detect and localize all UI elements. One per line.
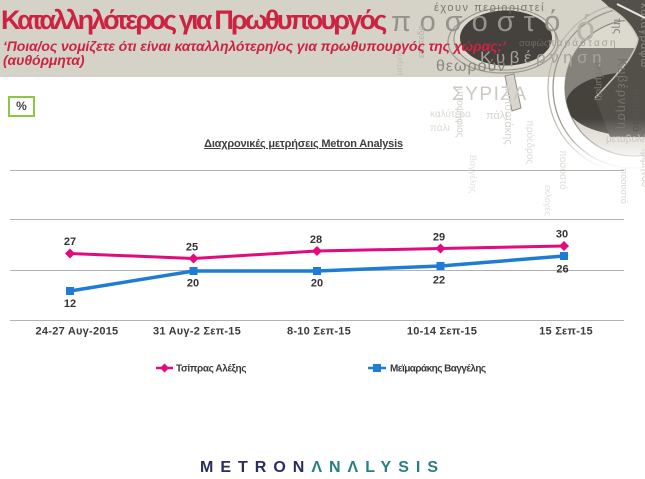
svg-text:τριμήνου: τριμήνου — [639, 148, 645, 187]
svg-text:27: 27 — [64, 236, 76, 248]
svg-text:καλύτερα: καλύτερα — [430, 108, 471, 120]
svg-text:26: 26 — [556, 264, 568, 276]
svg-text:Βαγγέλης: Βαγγέλης — [468, 155, 478, 194]
svg-text:Κυβέρνηση: Κυβέρνηση — [615, 58, 629, 130]
svg-text:έχουν περιοριστεί: έχουν περιοριστεί — [434, 2, 545, 14]
svg-text:10-14 Σεπ-15: 10-14 Σεπ-15 — [407, 326, 477, 338]
svg-text:καταγραφώ: καταγραφώ — [638, 3, 645, 68]
svg-text:12: 12 — [64, 298, 76, 310]
svg-text:πάλι: πάλι — [486, 110, 508, 122]
svg-text:ποσοστό: ποσοστό — [630, 88, 642, 132]
svg-text:εκλογές: εκλογές — [543, 185, 553, 216]
svg-text:ΣΥΡΙΖΑ: ΣΥΡΙΖΑ — [452, 84, 528, 105]
svg-text:της: της — [611, 18, 623, 34]
svg-text:30: 30 — [556, 229, 568, 241]
svg-text:Μητσοτάκης: Μητσοτάκης — [502, 85, 514, 145]
svg-text:Κυβέρνηση: Κυβέρνηση — [480, 48, 606, 67]
svg-text:28: 28 — [310, 234, 322, 246]
svg-text:θεωρούν: θεωρούν — [436, 58, 506, 75]
svg-text:ό: ό — [576, 10, 595, 48]
svg-text:παράσταση: παράσταση — [548, 37, 618, 49]
svg-text:ποσοστό: ποσοστό — [619, 168, 629, 204]
svg-text:σαφώς: σαφώς — [519, 38, 549, 49]
svg-text:25: 25 — [186, 242, 198, 254]
svg-text:υποψήφιος: υποψήφιος — [454, 88, 466, 138]
svg-text:πρόεδρος: πρόεδρος — [524, 120, 536, 164]
svg-text:29: 29 — [433, 232, 445, 244]
svg-text:24-27 Αυγ-2015: 24-27 Αυγ-2015 — [36, 326, 119, 338]
svg-text:μεταβολή: μεταβολή — [606, 133, 645, 145]
svg-text:Τσίπρας Αλέξης: Τσίπρας Αλέξης — [176, 364, 246, 375]
svg-text:πάλι: πάλι — [430, 122, 450, 134]
svg-text:31 Αυγ-2 Σεπ-15: 31 Αυγ-2 Σεπ-15 — [153, 326, 241, 338]
svg-text:15 Σεπ-15: 15 Σεπ-15 — [539, 326, 593, 338]
svg-text:22: 22 — [433, 275, 445, 287]
svg-text:μετρήσεις: μετρήσεις — [395, 40, 404, 75]
svg-text:Μεϊμαράκης Βαγγέλης: Μεϊμαράκης Βαγγέλης — [390, 364, 486, 375]
svg-text:8-10 Σεπ-15: 8-10 Σεπ-15 — [287, 326, 351, 338]
svg-text:20: 20 — [187, 278, 199, 290]
svg-text:ποσοστό: ποσοστό — [391, 6, 569, 38]
svg-text:εκτίμηση: εκτίμηση — [593, 62, 605, 101]
svg-text:20: 20 — [311, 278, 323, 290]
svg-text:επίπεδο: επίπεδο — [416, 26, 426, 58]
